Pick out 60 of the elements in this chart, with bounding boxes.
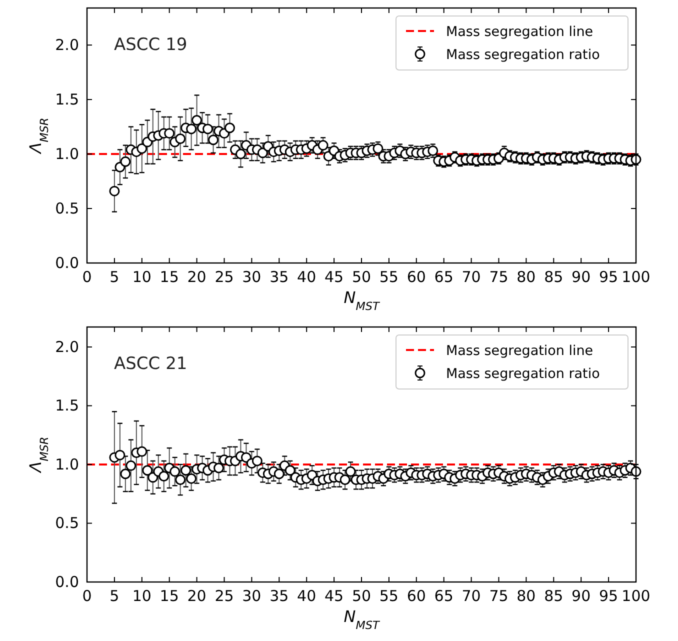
x-tick-label: 45 [324,587,344,605]
x-tick-label: 75 [489,268,508,286]
y-tick-label: 1.5 [55,90,79,109]
y-tick-label: 0.5 [55,514,79,532]
x-tick-label: 70 [462,268,481,286]
x-tick-label: 80 [516,587,536,605]
x-tick-label: 20 [187,268,206,286]
x-tick-label: 10 [132,587,152,605]
y-tick-label: 1.0 [55,145,79,164]
y-tick-label: 0.0 [55,573,79,591]
y-tick-label: 1.0 [55,455,79,474]
x-tick-label: 60 [406,268,426,286]
x-tick-label: 0 [82,268,92,286]
x-tick-label: 0 [82,587,92,605]
x-tick-label: 40 [297,268,316,286]
x-tick-label: 55 [379,587,398,605]
x-tick-label: 5 [110,268,120,286]
x-tick-label: 15 [160,587,179,605]
x-tick-label: 15 [160,268,179,286]
x-tick-label: 5 [110,587,120,605]
x-tick-label: 50 [352,268,372,286]
x-tick-label: 45 [324,268,344,286]
x-tick-label: 70 [462,587,481,605]
x-tick-label: 100 [622,268,650,286]
y-tick-label: 2.0 [55,36,79,54]
x-tick-label: 95 [599,587,618,605]
x-tick-label: 80 [516,268,536,286]
x-tick-label: 85 [544,587,564,605]
x-tick-label: 90 [572,587,591,605]
x-tick-label: 35 [270,268,289,286]
x-tick-label: 50 [352,587,372,605]
annotation: ASCC 21 [114,354,188,374]
legend-label: Mass segregation line [446,24,594,40]
legend-label: Mass segregation line [446,343,594,359]
x-tick-label: 25 [214,268,234,286]
y-tick-label: 2.0 [55,338,79,356]
x-tick-label: 25 [214,587,234,605]
y-tick-label: 0.5 [55,200,79,218]
y-tick-label: 0.0 [55,254,79,272]
x-tick-label: 30 [242,268,262,286]
x-tick-label: 85 [544,268,564,286]
y-tick-label: 1.5 [55,396,79,415]
x-tick-label: 40 [297,587,316,605]
x-tick-label: 55 [379,268,398,286]
legend-label: Mass segregation ratio [446,47,600,63]
annotation: ASCC 19 [114,35,188,55]
x-tick-label: 10 [132,268,152,286]
x-tick-label: 65 [434,587,454,605]
x-tick-label: 35 [270,587,289,605]
x-tick-label: 30 [242,587,262,605]
legend-label: Mass segregation ratio [446,366,600,382]
x-tick-label: 90 [572,268,591,286]
x-tick-label: 65 [434,268,454,286]
x-axis-title: N$_{MST}$ [344,607,380,632]
x-tick-label: 100 [622,587,650,605]
x-tick-label: 20 [187,587,206,605]
x-axis-title: N$_{MST}$ [344,288,380,312]
x-tick-label: 60 [406,587,426,605]
x-tick-label: 75 [489,587,508,605]
x-tick-label: 95 [599,268,618,286]
